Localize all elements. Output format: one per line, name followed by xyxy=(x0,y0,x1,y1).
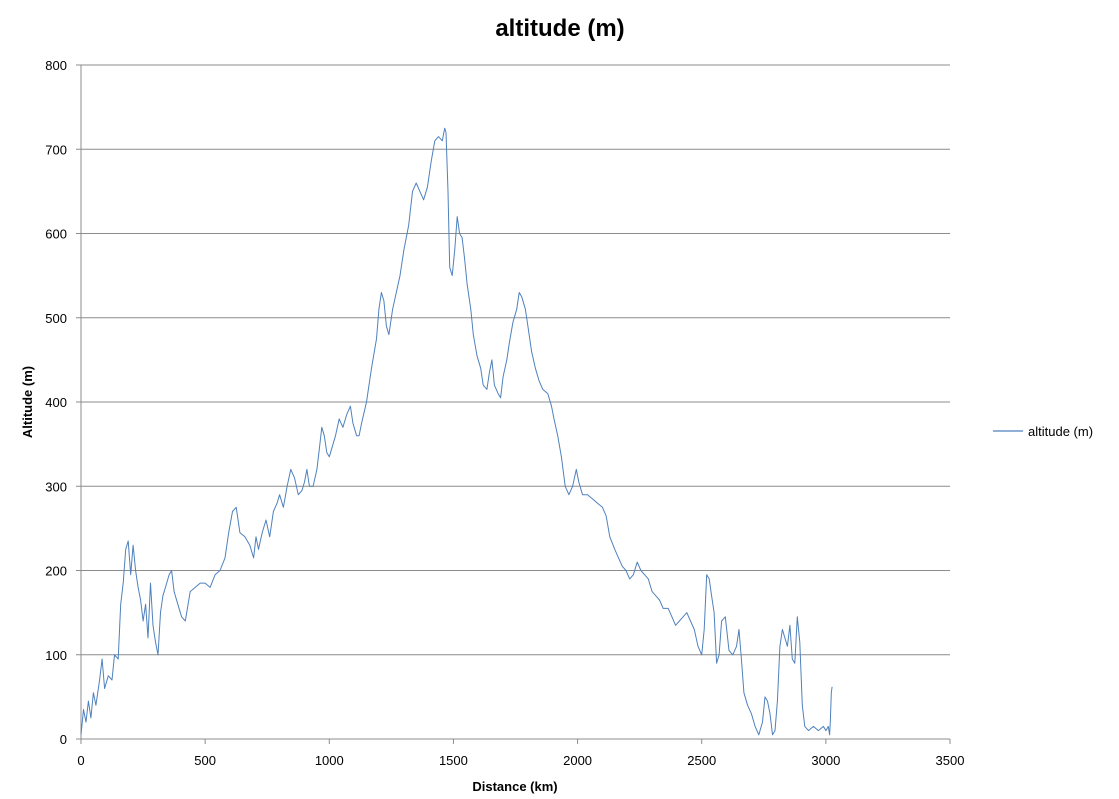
x-tick-label-1000: 1000 xyxy=(315,753,344,768)
gridlines xyxy=(76,64,950,740)
legend: altitude (m) xyxy=(993,424,1093,439)
y-tick-label-600: 600 xyxy=(45,227,67,242)
y-tick-label-500: 500 xyxy=(45,311,67,326)
x-tick-label-500: 500 xyxy=(194,753,216,768)
y-tick-label-0: 0 xyxy=(60,732,67,747)
y-tick-label-700: 700 xyxy=(45,142,67,157)
axes xyxy=(80,65,951,744)
x-axis-title: Distance (km) xyxy=(472,779,557,794)
x-tick-label-2500: 2500 xyxy=(687,753,716,768)
y-tick-labels: 0 100 200 300 400 500 600 700 800 xyxy=(45,58,67,747)
y-axis-title: Altitude (m) xyxy=(20,366,35,438)
x-tick-label-3500: 3500 xyxy=(936,753,965,768)
x-tick-label-0: 0 xyxy=(77,753,84,768)
chart-title: altitude (m) xyxy=(495,15,624,42)
legend-label: altitude (m) xyxy=(1028,424,1093,439)
x-tick-label-2000: 2000 xyxy=(563,753,592,768)
x-tick-label-3000: 3000 xyxy=(811,753,840,768)
x-tick-label-1500: 1500 xyxy=(439,753,468,768)
series-line-0 xyxy=(80,127,833,736)
series-group xyxy=(80,127,833,736)
x-tick-labels: 0 500 1000 1500 2000 2500 3000 3500 xyxy=(77,753,964,768)
y-tick-label-200: 200 xyxy=(45,564,67,579)
y-tick-label-300: 300 xyxy=(45,479,67,494)
y-tick-label-800: 800 xyxy=(45,58,67,73)
y-tick-label-100: 100 xyxy=(45,648,67,663)
y-tick-label-400: 400 xyxy=(45,395,67,410)
